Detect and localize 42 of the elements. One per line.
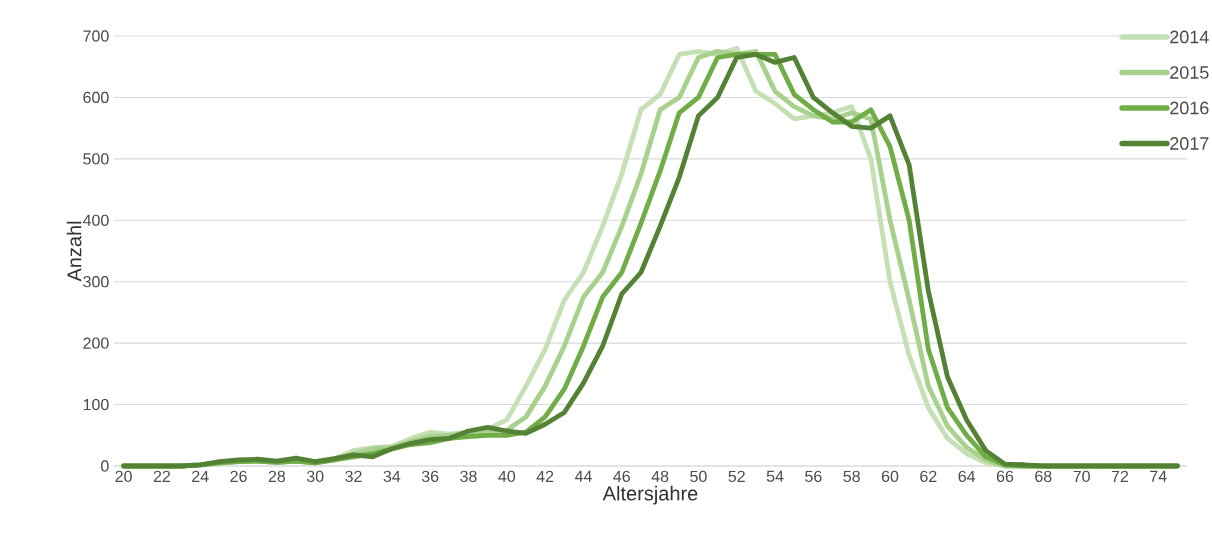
x-tick-label: 44	[574, 470, 592, 482]
y-axis-title: Anzahl	[66, 221, 82, 282]
x-tick-label: 54	[766, 470, 784, 482]
x-tick-label: 56	[805, 470, 822, 483]
x-tick-label: 38	[460, 470, 477, 483]
x-tick-label: 60	[881, 470, 899, 483]
y-tick-label: 300	[83, 276, 109, 288]
x-tick-label: 26	[230, 470, 247, 483]
x-tick-label: 68	[1035, 470, 1052, 483]
x-tick-label: 50	[690, 470, 707, 483]
legend-label: 2017	[1170, 137, 1209, 150]
y-tick-label: 400	[82, 214, 109, 226]
y-tick-label: 0	[101, 460, 109, 472]
x-tick-label: 28	[268, 470, 286, 483]
y-tick-label: 100	[83, 398, 109, 411]
y-tick-label: 200	[83, 337, 109, 349]
x-tick-label: 24	[192, 470, 209, 482]
x-tick-label: 62	[920, 470, 937, 483]
legend-label: 2016	[1170, 101, 1209, 115]
x-tick-label: 64	[958, 470, 976, 483]
x-tick-label: 52	[728, 470, 745, 483]
x-tick-label: 72	[1111, 470, 1129, 482]
x-tick-label: 36	[421, 470, 439, 483]
y-tick-label: 500	[83, 153, 109, 165]
x-tick-label: 42	[536, 470, 554, 482]
x-tick-label: 48	[651, 470, 669, 483]
x-tick-label: 46	[613, 470, 630, 483]
x-tick-label: 32	[345, 470, 362, 483]
x-tick-label: 70	[1073, 470, 1090, 483]
legend-label: 2015	[1170, 66, 1209, 79]
x-tick-label: 74	[1150, 470, 1167, 482]
x-tick-label: 40	[498, 470, 516, 483]
x-tick-label: 20	[115, 470, 132, 483]
y-tick-label: 600	[83, 91, 109, 104]
x-axis-title: Altersjahre	[602, 485, 698, 505]
x-tick-label: 66	[996, 470, 1014, 483]
legend-label: 2014	[1170, 30, 1209, 44]
x-tick-label: 34	[383, 470, 401, 483]
y-tick-label: 700	[83, 30, 109, 42]
x-tick-label: 58	[843, 470, 860, 483]
x-tick-label: 22	[153, 470, 170, 482]
x-tick-label: 30	[306, 470, 324, 483]
